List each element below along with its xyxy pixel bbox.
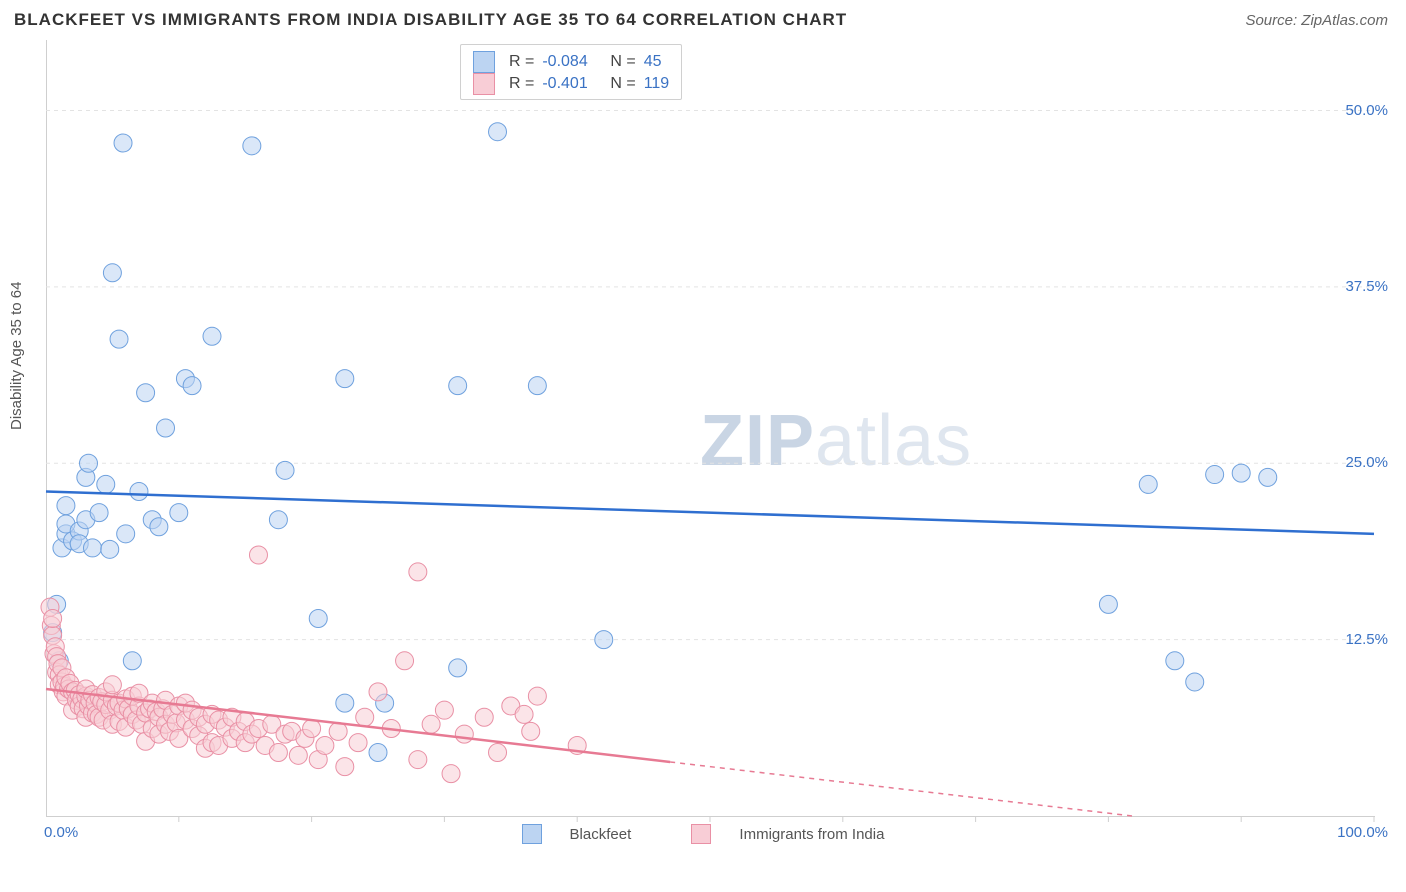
correlation-legend: R = -0.084 N = 45 R = -0.401 N = 119 bbox=[460, 44, 682, 100]
x-axis-min: 0.0% bbox=[44, 824, 78, 841]
swatch-icon bbox=[473, 51, 495, 73]
r-value-0: -0.084 bbox=[542, 51, 602, 73]
scatter-plot bbox=[0, 0, 1406, 892]
swatch-icon bbox=[522, 824, 542, 844]
y-tick-label: 25.0% bbox=[1345, 454, 1388, 471]
n-value-1: 119 bbox=[644, 73, 670, 95]
series-legend: Blackfeet Immigrants from India bbox=[0, 824, 1406, 848]
y-axis-label: Disability Age 35 to 64 bbox=[8, 282, 25, 430]
r-value-1: -0.401 bbox=[542, 73, 602, 95]
swatch-icon bbox=[691, 824, 711, 844]
legend-row-0: R = -0.084 N = 45 bbox=[473, 51, 669, 73]
legend-item-1: Immigrants from India bbox=[677, 824, 898, 844]
swatch-icon bbox=[473, 73, 495, 95]
y-tick-label: 12.5% bbox=[1345, 631, 1388, 648]
x-axis-max: 100.0% bbox=[1337, 824, 1388, 841]
n-value-0: 45 bbox=[644, 51, 662, 73]
y-tick-label: 37.5% bbox=[1345, 278, 1388, 295]
y-tick-label: 50.0% bbox=[1345, 102, 1388, 119]
legend-item-0: Blackfeet bbox=[508, 824, 646, 844]
legend-row-1: R = -0.401 N = 119 bbox=[473, 73, 669, 95]
